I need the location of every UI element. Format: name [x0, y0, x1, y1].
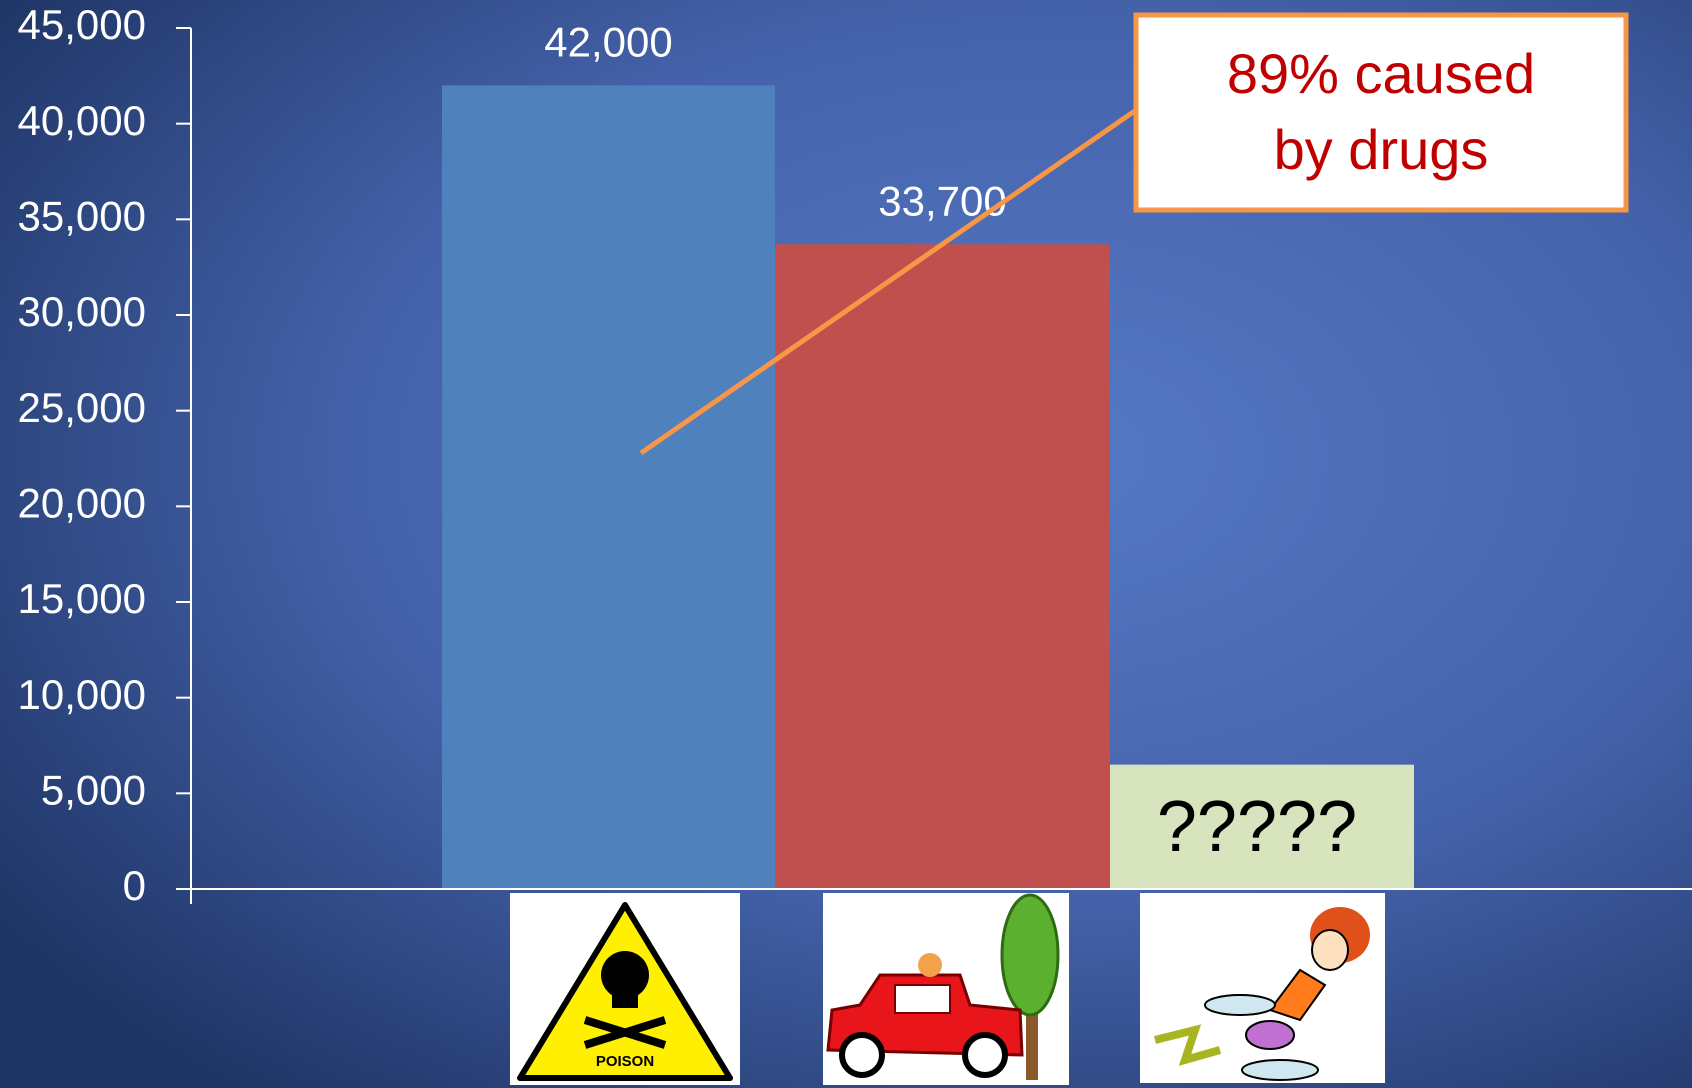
bar: [775, 244, 1110, 889]
callout-box: [1133, 12, 1629, 213]
y-tick-label: 25,000: [18, 384, 146, 431]
value-label: 33,700: [878, 177, 1006, 224]
fall-icon: [1140, 893, 1385, 1083]
bar-note: ?????: [1157, 787, 1357, 867]
poison-icon: POISON: [510, 893, 740, 1085]
category-icons: POISON: [510, 893, 1385, 1085]
y-tick-label: 40,000: [18, 97, 146, 144]
y-tick-label: 30,000: [18, 288, 146, 335]
value-label: 42,000: [544, 18, 672, 65]
callout-line: [639, 105, 1141, 456]
icon-label: POISON: [596, 1053, 654, 1070]
bar: [1110, 764, 1414, 889]
y-tick-label: 45,000: [18, 1, 146, 48]
y-tick-label: 10,000: [18, 671, 146, 718]
bar: [442, 85, 775, 889]
callout-text: by drugs: [1274, 118, 1489, 181]
callout-text: 89% caused: [1227, 42, 1535, 105]
y-tick-label: 35,000: [18, 192, 146, 239]
car-crash-icon: [823, 893, 1069, 1085]
y-tick-label: 5,000: [41, 766, 146, 813]
y-tick-label: 0: [123, 862, 146, 909]
y-tick-label: 20,000: [18, 479, 146, 526]
y-tick-label: 15,000: [18, 575, 146, 622]
